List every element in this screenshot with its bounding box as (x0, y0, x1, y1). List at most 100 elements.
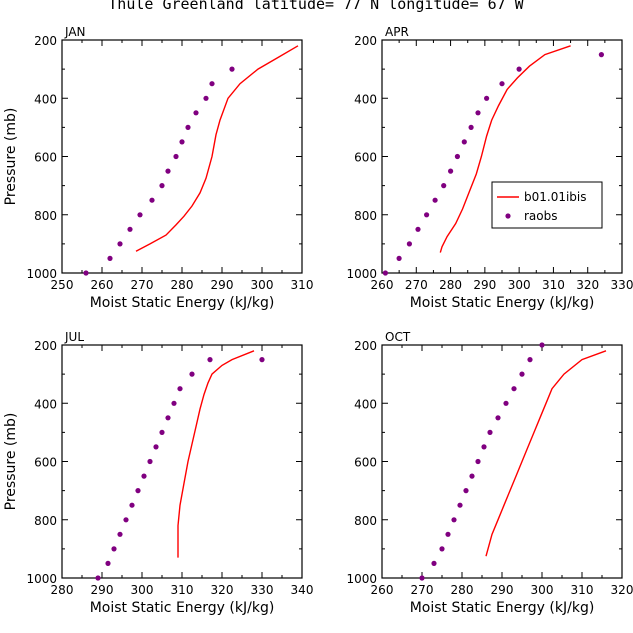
obs-point (503, 400, 509, 406)
legend-marker-swatch (505, 213, 511, 219)
y-tick-label: 600 (354, 151, 377, 165)
x-axis-label: Moist Static Energy (kJ/kg) (90, 295, 275, 311)
y-tick-label: 1000 (346, 572, 377, 586)
x-tick-label: 250 (51, 278, 74, 292)
x-tick-label: 270 (131, 278, 154, 292)
figure-title: Thule Greenland latitude= 77 N longitude… (108, 0, 524, 13)
y-tick-label: 800 (34, 209, 57, 223)
y-tick-label: 800 (354, 209, 377, 223)
x-tick-label: 300 (531, 583, 554, 597)
obs-point (165, 415, 171, 421)
y-axis-label: Pressure (mb) (3, 108, 19, 206)
obs-point (481, 444, 487, 450)
x-tick-label: 340 (291, 583, 314, 597)
y-tick-label: 200 (34, 34, 57, 48)
y-tick-label: 1000 (26, 267, 57, 281)
obs-point (432, 197, 438, 203)
y-tick-label: 200 (354, 34, 377, 48)
plot-frame (61, 39, 303, 274)
obs-point (159, 183, 165, 189)
obs-point (127, 226, 133, 232)
plot-frame (381, 344, 623, 579)
x-tick-label: 280 (51, 583, 74, 597)
y-axis-label: Pressure (mb) (3, 413, 19, 511)
obs-point (135, 488, 141, 494)
obs-point (229, 66, 235, 72)
panel-label: JUL (64, 330, 84, 344)
obs-point (511, 386, 517, 392)
obs-point (454, 153, 460, 160)
legend-entry-model: b01.01ibis (524, 190, 587, 204)
obs-point (209, 81, 215, 87)
obs-point (516, 66, 522, 72)
x-tick-label: 290 (491, 583, 514, 597)
panel-jan: JAN 250 260 270 280 290 300 310 1000 800 600 400 200… (3, 25, 313, 311)
y-tick-label: 400 (354, 397, 377, 411)
obs-point (147, 458, 153, 465)
x-tick-label: 310 (571, 583, 594, 597)
y-tick-label: 400 (354, 92, 377, 106)
x-tick-label: 280 (171, 278, 194, 292)
obs-point (519, 371, 525, 377)
plot-frame (381, 39, 623, 274)
x-tick-label: 310 (542, 278, 565, 292)
obs-point (111, 546, 117, 552)
y-tick-label: 1000 (26, 572, 57, 586)
obs-point (165, 168, 171, 174)
series-line-model (485, 350, 607, 557)
y-tick-label: 400 (34, 92, 57, 106)
obs-point (159, 429, 165, 435)
panel-jul: JUL 280 290 300 310 320 330 340 1000 800 600 400 200… (3, 330, 313, 616)
x-tick-label: 280 (439, 278, 462, 292)
obs-point (475, 458, 481, 465)
series-line-model (177, 350, 255, 558)
obs-point (177, 386, 183, 392)
obs-point (475, 110, 481, 116)
x-tick-label: 310 (291, 278, 314, 292)
y-tick-label: 600 (34, 151, 57, 165)
x-tick-label: 260 (371, 583, 394, 597)
x-tick-label: 290 (91, 583, 114, 597)
obs-point (539, 342, 545, 348)
x-tick-label: 260 (371, 278, 394, 292)
obs-point (173, 153, 179, 160)
x-tick-label: 270 (411, 583, 434, 597)
obs-point (457, 502, 463, 508)
y-tick-label: 600 (34, 456, 57, 470)
obs-point (259, 357, 265, 363)
series-line-model (135, 45, 299, 252)
obs-point (469, 473, 475, 479)
x-axis-label: Moist Static Energy (kJ/kg) (410, 295, 595, 311)
obs-point (83, 270, 89, 276)
obs-point (527, 357, 533, 363)
obs-point (598, 52, 605, 58)
y-tick-label: 600 (354, 456, 377, 470)
obs-point (468, 124, 474, 130)
obs-point (107, 255, 113, 261)
obs-point (179, 139, 185, 145)
legend-entry-obs: raobs (524, 209, 558, 223)
x-tick-label: 330 (251, 583, 274, 597)
obs-point (185, 124, 191, 130)
obs-point (419, 575, 425, 581)
obs-point (463, 488, 469, 494)
x-tick-label: 270 (405, 278, 428, 292)
obs-point (141, 473, 147, 479)
x-axis-label: Moist Static Energy (kJ/kg) (410, 600, 595, 616)
x-tick-label: 290 (211, 278, 234, 292)
panel-label: JAN (64, 25, 86, 39)
x-tick-label: 320 (576, 278, 599, 292)
series-line-model (439, 45, 571, 253)
obs-point (153, 444, 159, 450)
obs-point (203, 95, 209, 101)
obs-point (149, 197, 155, 203)
obs-point (105, 560, 111, 567)
x-tick-label: 300 (131, 583, 154, 597)
obs-point (495, 415, 501, 421)
x-tick-label: 320 (211, 583, 234, 597)
obs-point (95, 575, 101, 581)
x-tick-label: 290 (473, 278, 496, 292)
obs-point (117, 531, 123, 537)
